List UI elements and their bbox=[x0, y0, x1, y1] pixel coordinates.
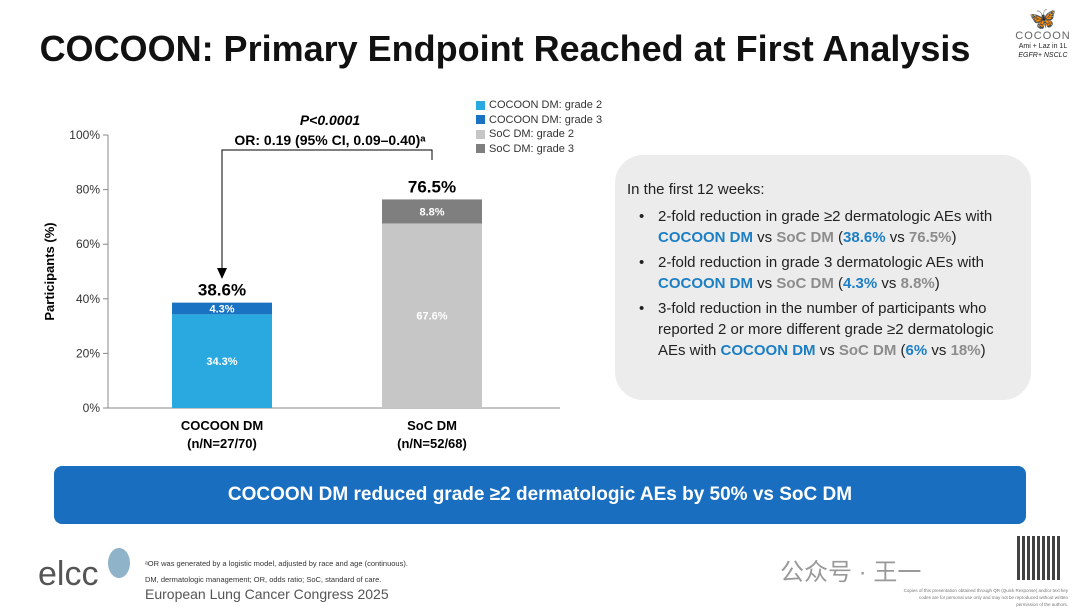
logo-name: COCOON bbox=[1015, 30, 1071, 42]
summary-bullet: 2-fold reduction in grade 3 dermatologic… bbox=[627, 252, 1019, 294]
arrow-head-icon bbox=[217, 268, 227, 279]
legend-item: COCOON DM: grade 3 bbox=[476, 113, 602, 128]
chart-legend: COCOON DM: grade 2 COCOON DM: grade 3 So… bbox=[476, 98, 602, 156]
copyright-notice: Copies of this presentation obtained thr… bbox=[903, 588, 1068, 607]
congress-name: European Lung Cancer Congress 2025 bbox=[145, 586, 389, 602]
slide-title: COCOON: Primary Endpoint Reached at Firs… bbox=[39, 28, 971, 69]
bar-total-label: 38.6% bbox=[198, 281, 246, 300]
odds-ratio: OR: 0.19 (95% CI, 0.09–0.40)ᵃ bbox=[234, 132, 426, 148]
summary-intro: In the first 12 weeks: bbox=[627, 181, 765, 198]
footnote: ᵃOR was generated by a logistic model, a… bbox=[145, 559, 408, 568]
bar-segment bbox=[172, 314, 272, 408]
stacked-bar-chart: 0% 20% 40% 60% 80% 100% Participants (%) 34.3% 4… bbox=[42, 128, 560, 451]
bar-data-label: 4.3% bbox=[209, 303, 234, 315]
bar-data-label: 8.8% bbox=[419, 206, 444, 218]
y-tick-label: 0% bbox=[83, 401, 101, 415]
logo-line2: EGFR+ NSCLC bbox=[1018, 52, 1068, 59]
y-tick-label: 100% bbox=[69, 128, 100, 142]
elcc-logo: elcc bbox=[38, 555, 99, 593]
summary-bullet: 3-fold reduction in the number of partic… bbox=[627, 298, 1019, 361]
legend-item: SoC DM: grade 2 bbox=[476, 127, 602, 142]
legend-item: COCOON DM: grade 2 bbox=[476, 98, 602, 113]
bar-segment bbox=[382, 223, 482, 408]
logo-line1: Ami + Laz in 1L bbox=[1018, 43, 1068, 50]
y-axis-label: Participants (%) bbox=[42, 222, 57, 320]
summary-box: In the first 12 weeks: 2-fold reduction … bbox=[615, 155, 1031, 400]
footnotes: ᵃOR was generated by a logistic model, a… bbox=[145, 556, 408, 588]
y-tick-label: 60% bbox=[76, 237, 100, 251]
bar-segment bbox=[172, 302, 272, 315]
qr-code-icon bbox=[1017, 536, 1061, 580]
bar-data-label: 34.3% bbox=[206, 356, 237, 368]
comparison-bracket bbox=[221, 149, 433, 272]
legend-item: SoC DM: grade 3 bbox=[476, 142, 602, 157]
y-tick-label: 80% bbox=[76, 183, 100, 197]
x-tick-sublabel: (n/N=52/68) bbox=[397, 436, 467, 451]
x-tick-label: SoC DM bbox=[407, 418, 457, 433]
elcc-logo-mark bbox=[108, 548, 130, 578]
cocoon-logo: 🦋 COCOON Ami + Laz in 1L EGFR+ NSCLC bbox=[1010, 8, 1076, 60]
x-tick-sublabel: (n/N=27/70) bbox=[187, 436, 257, 451]
stat-annotation: P<0.0001 OR: 0.19 (95% CI, 0.09–0.40)ᵃ bbox=[200, 110, 460, 150]
bar-total-label: 76.5% bbox=[408, 177, 456, 196]
bar-segment bbox=[382, 199, 482, 224]
abbreviations: DM, dermatologic management; OR, odds ra… bbox=[145, 575, 382, 584]
y-tick-label: 40% bbox=[76, 292, 100, 306]
conclusion-banner: COCOON DM reduced grade ≥2 dermatologic … bbox=[54, 466, 1026, 524]
butterfly-icon: 🦋 bbox=[1029, 6, 1057, 31]
p-value: P<0.0001 bbox=[299, 112, 361, 128]
x-tick-label: COCOON DM bbox=[181, 418, 263, 433]
y-tick-label: 20% bbox=[76, 346, 100, 360]
summary-bullet: 2-fold reduction in grade ≥2 dermatologi… bbox=[627, 206, 1019, 248]
watermark: 公众号 · 王一 bbox=[780, 559, 922, 586]
bar-data-label: 67.6% bbox=[416, 311, 447, 323]
